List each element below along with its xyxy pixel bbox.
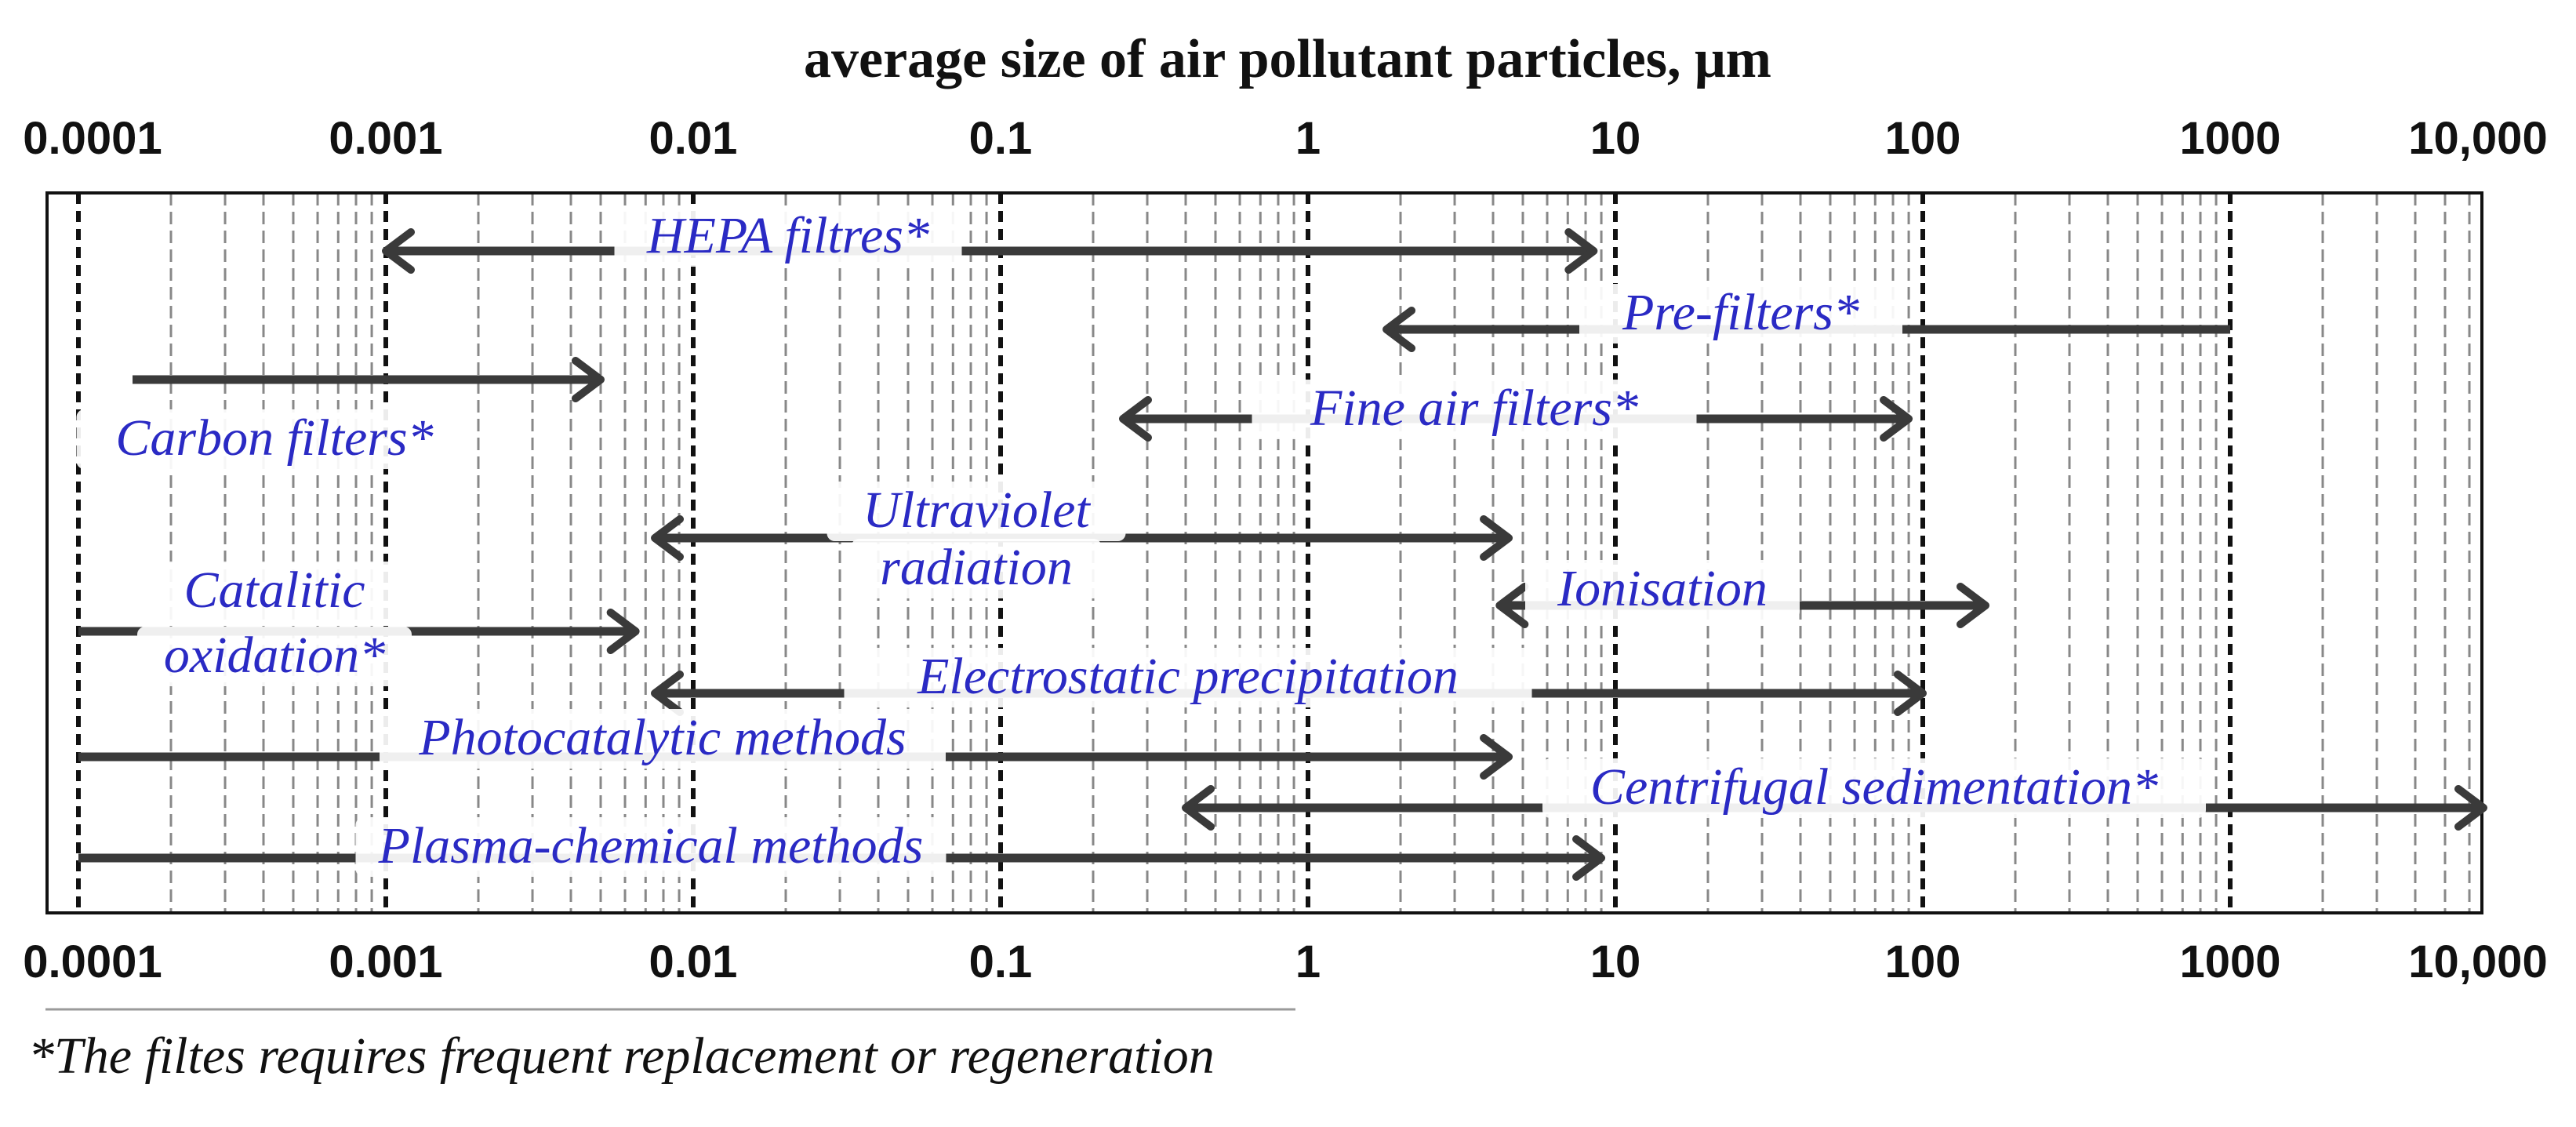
method-label: Pre-filters* bbox=[1622, 284, 1859, 341]
tick-label-bottom: 0.1 bbox=[969, 936, 1033, 987]
tick-label-top: 100 bbox=[1885, 113, 1961, 164]
arrow-head bbox=[1480, 515, 1513, 561]
method-label-background bbox=[827, 482, 1126, 541]
method-arrow bbox=[382, 228, 1598, 274]
method-label: Centrifugal sedimentation* bbox=[1590, 758, 2158, 816]
bottom-tick-labels: 0.0001 0.001 0.01 0.1 1 10 100 1000 10,000 bbox=[23, 936, 2547, 987]
tick-label-bottom: 0.0001 bbox=[23, 936, 162, 987]
arrow-head bbox=[1182, 785, 1215, 831]
tick-label-bottom: 100 bbox=[1885, 936, 1961, 987]
method-label-background bbox=[844, 648, 1532, 707]
tick-label-bottom: 1 bbox=[1295, 936, 1321, 987]
footnote: *The filtes requires frequent replacemen… bbox=[28, 1027, 1215, 1085]
method-arrow bbox=[133, 357, 605, 402]
arrow-head bbox=[1480, 734, 1513, 780]
method-label: Photocatalytic methods bbox=[418, 709, 906, 766]
method-label-background bbox=[614, 207, 962, 267]
method-label-background bbox=[1542, 758, 2206, 818]
tick-label-top: 1 bbox=[1295, 113, 1321, 164]
method-label-background bbox=[1252, 380, 1697, 439]
arrow-head bbox=[1894, 671, 1927, 716]
tick-label-bottom: 0.001 bbox=[329, 936, 442, 987]
method-label-background bbox=[149, 562, 400, 621]
method-label-background bbox=[76, 409, 473, 469]
tick-label-bottom: 1000 bbox=[2179, 936, 2280, 987]
tick-label-top: 10 bbox=[1590, 113, 1641, 164]
top-tick-labels: 0.0001 0.001 0.01 0.1 1 10 100 1000 10,000 bbox=[23, 113, 2547, 164]
tick-label-bottom: 10,000 bbox=[2408, 936, 2547, 987]
method-label-background bbox=[380, 709, 946, 769]
method-label-background bbox=[1579, 284, 1902, 344]
method-label-background bbox=[1525, 560, 1800, 620]
arrow-head bbox=[1572, 835, 1606, 881]
method-label: radiation bbox=[880, 539, 1073, 596]
tick-label-top: 0.01 bbox=[649, 113, 738, 164]
method-label: Carbon filters* bbox=[115, 409, 433, 467]
arrow-head bbox=[651, 515, 685, 561]
arrow-head bbox=[571, 357, 605, 402]
method-label-background bbox=[851, 539, 1102, 598]
tick-label-top: 0.001 bbox=[329, 113, 442, 164]
arrow-head bbox=[651, 671, 685, 716]
tick-label-top: 10,000 bbox=[2408, 113, 2547, 164]
arrow-head bbox=[1880, 396, 1913, 442]
method-labels: HEPA filtres* Pre-filters* Carbon filters*… bbox=[76, 207, 2206, 877]
method-label: oxidation* bbox=[164, 627, 385, 684]
method-label-background bbox=[355, 817, 946, 877]
method-label: Plasma-chemical methods bbox=[378, 817, 924, 874]
method-label: HEPA filtres* bbox=[646, 207, 929, 264]
chart-title: average size of air pollutant particles,… bbox=[804, 29, 1771, 89]
method-label-background bbox=[137, 627, 412, 686]
method-label: Electrostatic precipitation bbox=[917, 648, 1459, 705]
tick-label-bottom: 10 bbox=[1590, 936, 1641, 987]
arrow-head bbox=[1495, 583, 1529, 628]
method-label: Fine air filters* bbox=[1310, 380, 1638, 437]
arrow-head bbox=[1564, 228, 1598, 274]
tick-label-top: 0.0001 bbox=[23, 113, 162, 164]
arrow-head bbox=[606, 609, 640, 654]
tick-label-top: 0.1 bbox=[969, 113, 1033, 164]
method-label: Ionisation bbox=[1557, 560, 1768, 617]
arrow-head bbox=[1118, 396, 1152, 442]
method-label: Ultraviolet bbox=[863, 482, 1091, 539]
arrow-head bbox=[1382, 307, 1416, 352]
arrow-head bbox=[1957, 583, 1990, 628]
arrow-head bbox=[382, 228, 415, 274]
arrow-head bbox=[2454, 785, 2487, 831]
plot-frame bbox=[45, 191, 2483, 914]
tick-label-top: 1000 bbox=[2179, 113, 2280, 164]
method-label: Catalitic bbox=[184, 562, 365, 619]
tick-label-bottom: 0.01 bbox=[649, 936, 738, 987]
